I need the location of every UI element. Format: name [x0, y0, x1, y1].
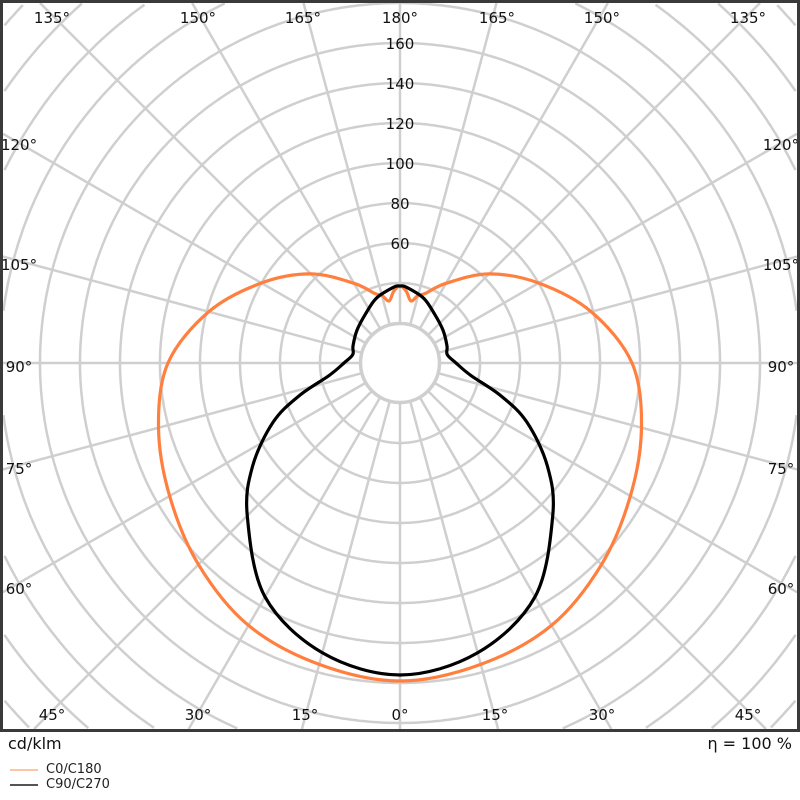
grid-spoke — [409, 3, 498, 325]
radial-tick-label: 80 — [390, 195, 409, 213]
angle-label: 15° — [292, 706, 319, 724]
grid-spoke — [3, 372, 362, 471]
grid-spoke — [438, 372, 797, 471]
angle-label: 60° — [768, 580, 795, 598]
efficiency-label: η = 100 % — [707, 734, 792, 753]
grid-spoke — [3, 255, 362, 354]
angle-label: 135° — [730, 9, 766, 27]
angle-labels: 135° 150° 165° 180° 165° 150° 135° 120° 105° 90° 7… — [3, 9, 797, 724]
angle-label: 165° — [479, 9, 515, 27]
angle-label: 90° — [6, 358, 33, 376]
grid-spoke — [3, 132, 366, 345]
angle-label: 165° — [285, 9, 321, 27]
angle-label: 150° — [584, 9, 620, 27]
grid-spoke — [300, 401, 391, 729]
radial-tick-labels: 60 80 100 120 140 160 — [386, 35, 415, 253]
grid-spoke — [191, 3, 382, 329]
angle-label: 30° — [185, 706, 212, 724]
angle-label: 105° — [3, 256, 37, 274]
grid-spoke — [302, 3, 391, 325]
grid-ring — [3, 3, 797, 729]
grid-spoke — [434, 132, 797, 345]
angle-label: 90° — [768, 358, 795, 376]
polar-chart: 60 80 100 120 140 160 135° 150° 165° 180° 165° 150… — [3, 3, 797, 729]
grid-spoke — [33, 390, 373, 729]
legend-item-c90: C90/C270 — [10, 777, 110, 792]
radial-tick-label: 120 — [386, 115, 415, 133]
radial-tick-label: 100 — [386, 155, 415, 173]
angle-label: 105° — [763, 256, 797, 274]
angle-label: 15° — [482, 706, 509, 724]
center-circle — [359, 322, 441, 404]
center-mask — [359, 322, 441, 404]
radial-tick-label: 140 — [386, 75, 415, 93]
angle-label: 150° — [180, 9, 216, 27]
curves — [156, 272, 644, 683]
angle-label: 135° — [34, 9, 70, 27]
legend: C0/C180 C90/C270 — [10, 762, 110, 792]
legend-swatch-c90 — [10, 783, 38, 786]
legend-label-c0: C0/C180 — [46, 762, 102, 777]
angle-label: 75° — [6, 460, 33, 478]
grid-spoke — [438, 255, 797, 354]
legend-swatch-c0 — [10, 768, 38, 771]
angle-label: 180° — [382, 9, 418, 27]
legend-label-c90: C90/C270 — [46, 777, 110, 792]
legend-item-c0: C0/C180 — [10, 762, 110, 777]
angle-label: 45° — [39, 706, 66, 724]
radial-tick-label: 60 — [390, 235, 409, 253]
unit-label: cd/klm — [8, 734, 62, 753]
grid-spoke — [3, 381, 366, 594]
grid-spoke — [39, 3, 373, 336]
angle-label: 30° — [589, 706, 616, 724]
angle-label: 120° — [3, 136, 37, 154]
grid-spoke — [427, 3, 761, 336]
angle-label: 0° — [391, 706, 408, 724]
series-curve-c90-c270 — [245, 284, 555, 677]
polar-grid — [3, 3, 797, 729]
polar-chart-frame: 60 80 100 120 140 160 135° 150° 165° 180° 165° 150… — [0, 0, 800, 732]
grid-spoke — [409, 401, 500, 729]
radial-tick-label: 160 — [386, 35, 415, 53]
grid-spoke — [418, 397, 613, 729]
angle-label: 75° — [768, 460, 795, 478]
grid-ring — [3, 4, 797, 729]
angle-label: 120° — [763, 136, 797, 154]
grid-ring — [3, 3, 797, 729]
grid-ring — [3, 3, 797, 729]
grid-spoke — [434, 381, 797, 594]
grid-spoke — [427, 390, 767, 729]
angle-label: 45° — [735, 706, 762, 724]
angle-label: 60° — [6, 580, 33, 598]
grid-spoke — [418, 3, 609, 329]
grid-spoke — [187, 397, 382, 729]
